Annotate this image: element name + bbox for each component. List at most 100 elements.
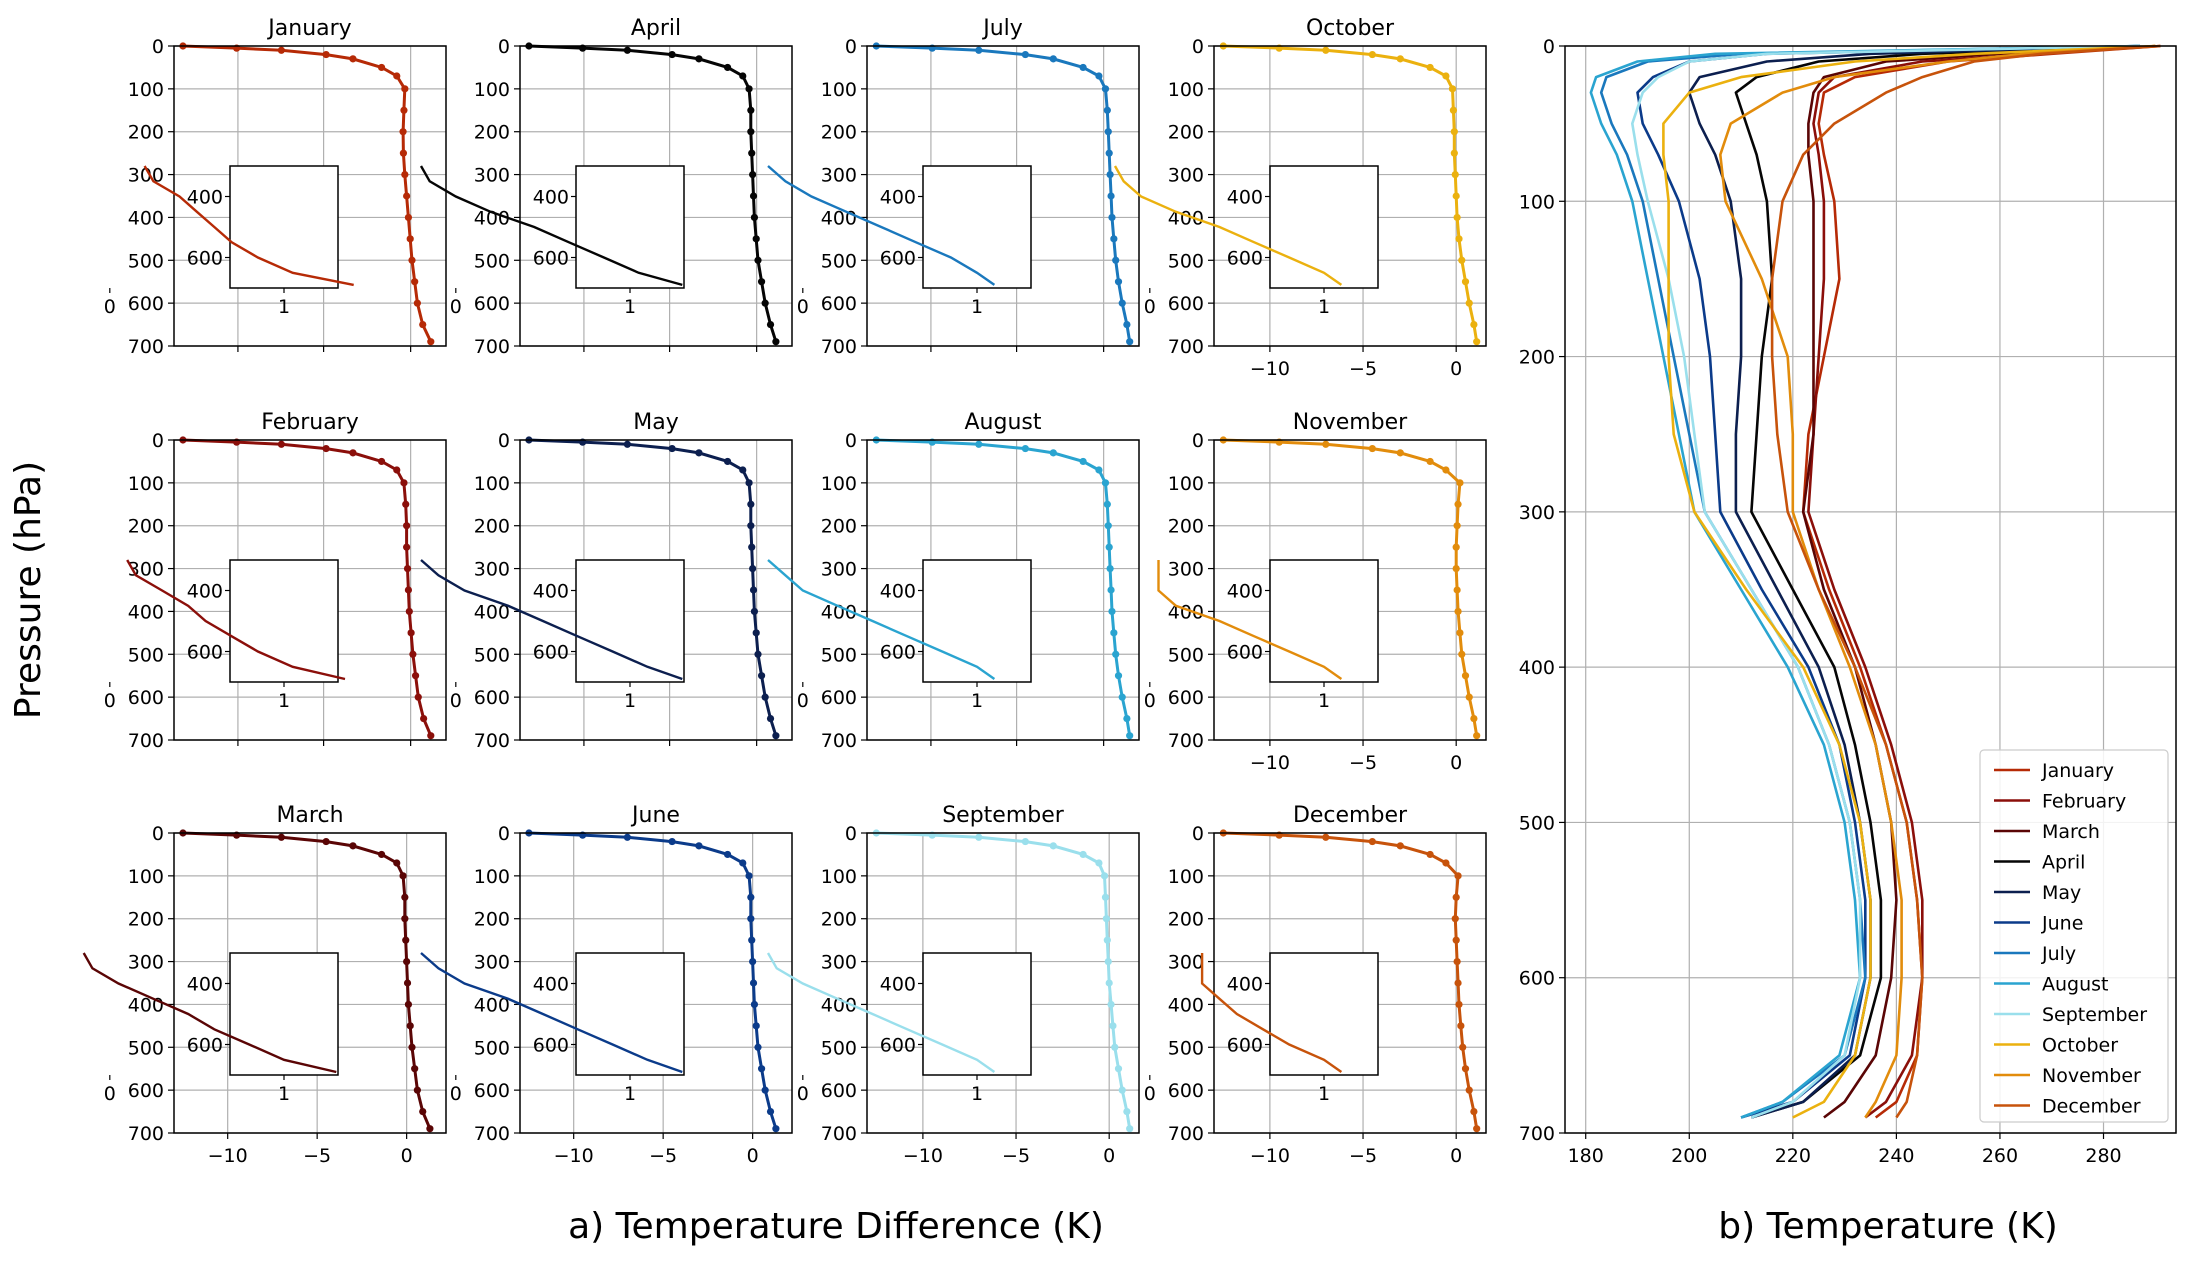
panel-title: July: [981, 16, 1023, 41]
panel-september: 0 100 200 300 400 500 600 700 −10 −5 0 September 400…: [766, 803, 1140, 1167]
y-tick-label: 600: [128, 1080, 164, 1102]
data-point: [1451, 170, 1459, 179]
y-tick-label: 700: [1168, 730, 1204, 752]
data-point: [695, 842, 703, 850]
data-point: [757, 672, 766, 680]
series-line-october: [1662, 44, 2156, 1119]
data-point: [399, 872, 407, 880]
inset-line: [1157, 560, 1343, 680]
data-point: [739, 859, 747, 867]
data-point: [1455, 1000, 1463, 1009]
axes-frame: [1564, 45, 2177, 1134]
x-axis-label-b: b) Temperature (K): [1718, 1206, 2058, 1247]
data-point: [723, 850, 732, 859]
data-point: [408, 256, 416, 264]
data-point: [1442, 466, 1450, 474]
data-point: [723, 457, 732, 466]
x-tick-label: 240: [1878, 1145, 1914, 1167]
y-tick-label: 500: [128, 644, 164, 666]
data-point: [745, 872, 753, 880]
y-tick-label: 200: [1519, 347, 1555, 369]
axes-frame: [173, 439, 447, 741]
inset-x-tick-label: 1: [1318, 296, 1330, 318]
inset-x-tick-label: 1: [278, 296, 290, 318]
data-point: [414, 693, 422, 701]
panel-title: December: [1293, 803, 1408, 828]
data-point: [401, 915, 409, 923]
data-point: [419, 1107, 427, 1116]
panel-may: 0 100 200 300 400 500 600 700 May 400 600 0 1: [420, 410, 793, 752]
inset-x-tick-label: 1: [624, 1083, 636, 1105]
y-tick-label: 0: [845, 36, 857, 58]
data-point: [1112, 256, 1120, 264]
data-point: [1110, 235, 1118, 243]
inset-x-tick-label: 0: [450, 296, 462, 318]
data-point: [752, 1022, 760, 1030]
y-tick-label: 0: [845, 430, 857, 452]
data-point: [1461, 672, 1470, 680]
data-point: [1449, 106, 1457, 114]
inset-line: [420, 559, 683, 681]
legend-label: November: [2042, 1065, 2141, 1087]
data-point: [1105, 543, 1113, 551]
data-point: [1105, 149, 1113, 157]
data-point: [772, 338, 780, 346]
y-tick-label: 300: [1519, 502, 1555, 524]
y-tick-label: 100: [821, 79, 857, 101]
data-point: [1453, 213, 1461, 222]
data-point: [404, 213, 413, 222]
series-line-october: [1223, 44, 1479, 342]
data-point: [420, 714, 428, 723]
x-tick-label: −10: [1250, 1145, 1290, 1167]
panel-b-chart: 0 100 200 300 400 500 600 700 180 200 220 240 260 280…: [1519, 36, 2177, 1167]
data-point: [277, 833, 285, 841]
inset-x-tick-label: 0: [797, 1083, 809, 1105]
inset-line: [767, 559, 996, 680]
panel-title: August: [965, 410, 1042, 435]
data-point: [404, 1000, 413, 1009]
data-point: [1452, 893, 1460, 901]
panel-title: February: [261, 410, 359, 435]
inset-line: [420, 952, 683, 1074]
data-point: [1112, 650, 1120, 658]
series-line-august: [876, 438, 1132, 736]
data-point: [1454, 500, 1462, 508]
y-tick-label: 200: [821, 122, 857, 144]
y-tick-label: 600: [1168, 293, 1204, 315]
data-point: [1473, 1125, 1481, 1133]
data-point: [695, 55, 703, 63]
x-tick-label: −5: [649, 1145, 677, 1167]
data-point: [1368, 50, 1376, 59]
data-point: [409, 650, 417, 658]
data-point: [1095, 466, 1103, 474]
data-point: [1079, 63, 1087, 72]
inset-y-tick-label: 400: [533, 581, 569, 603]
x-tick-label: 220: [1775, 1145, 1811, 1167]
y-tick-label: 200: [128, 909, 164, 931]
data-point: [1450, 128, 1458, 136]
y-tick-label: 700: [474, 336, 510, 358]
y-tick-label: 700: [128, 730, 164, 752]
data-point: [1079, 457, 1087, 466]
y-tick-label: 700: [821, 730, 857, 752]
axes-frame: [1213, 439, 1487, 741]
data-point: [1123, 714, 1131, 723]
data-point: [413, 1086, 421, 1094]
inset-frame: [1269, 952, 1379, 1076]
inset-frame: [1269, 559, 1379, 683]
y-tick-label: 400: [821, 207, 857, 229]
data-point: [1452, 192, 1460, 200]
y-tick-label: 400: [1168, 994, 1204, 1016]
inset-y-tick-label: 600: [187, 248, 223, 270]
data-point: [408, 1043, 416, 1051]
y-tick-label: 400: [821, 994, 857, 1016]
inset-y-tick-label: 600: [880, 1035, 916, 1057]
y-tick-label: 0: [498, 430, 510, 452]
data-point: [1426, 63, 1434, 72]
axes-frame: [1213, 832, 1487, 1134]
panel-august: 0 100 200 300 400 500 600 700 August 400 600 0 1: [767, 410, 1140, 752]
y-tick-label: 500: [821, 1037, 857, 1059]
